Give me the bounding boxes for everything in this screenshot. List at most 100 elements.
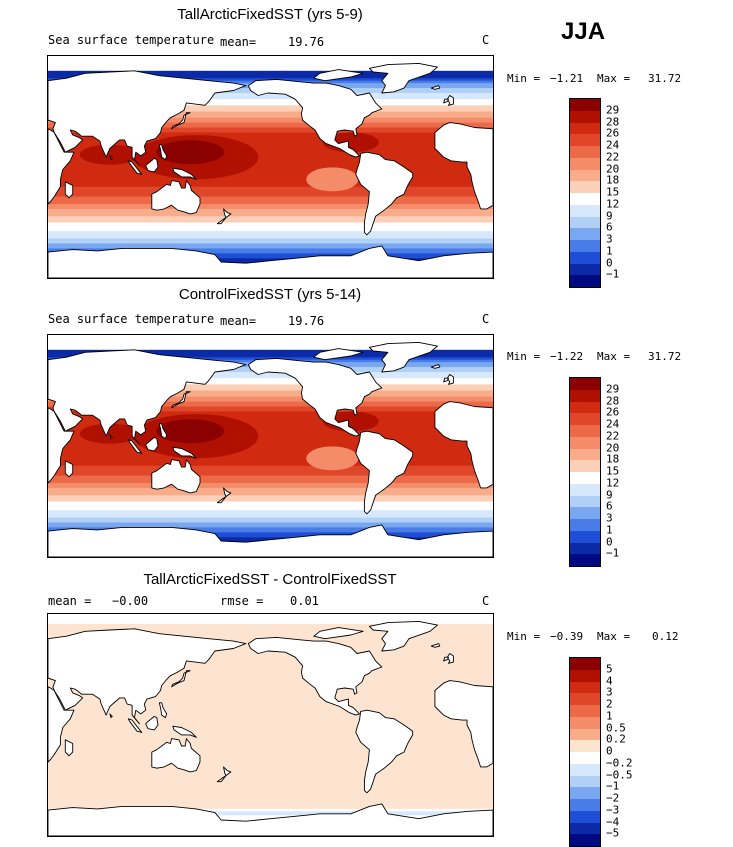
colorbar-label: −0.5 <box>606 768 633 781</box>
colorbar-swatch <box>570 716 600 729</box>
season-label: JJA <box>561 18 606 45</box>
colorbar-label: 18 <box>606 452 620 466</box>
colorbar-label: 15 <box>606 185 620 199</box>
colorbar-label: 6 <box>606 220 613 234</box>
colorbar-swatch <box>570 216 600 229</box>
panel-3-colorbar <box>569 657 601 847</box>
colorbar-label: 24 <box>606 417 620 431</box>
panel-3-map <box>47 613 494 837</box>
panel-2-units: C <box>482 312 490 326</box>
panel-2-mean-label: mean= <box>220 314 257 328</box>
colorbar-swatch <box>570 251 600 264</box>
colorbar-label: −0.2 <box>606 756 633 770</box>
colorbar-label: −4 <box>606 815 620 828</box>
panel-2-title: ControlFixedSST (yrs 5-14) <box>178 286 362 303</box>
colorbar-swatch <box>570 275 600 287</box>
colorbar-swatch <box>570 240 600 252</box>
colorbar-swatch <box>570 401 600 414</box>
colorbar-label: 24 <box>606 138 620 152</box>
colorbar-label: 3 <box>606 685 613 699</box>
colorbar-label: 0.2 <box>606 732 626 746</box>
colorbar-swatch <box>570 752 600 764</box>
colorbar-swatch <box>570 542 600 555</box>
colorbar-swatch <box>570 554 600 566</box>
colorbar-swatch <box>570 530 600 543</box>
colorbar-swatch <box>570 378 600 390</box>
colorbar-label: 22 <box>606 150 620 164</box>
colorbar-swatch <box>570 169 600 182</box>
panel-3-rmse-label: rmse = <box>220 594 264 608</box>
colorbar-swatch <box>570 460 600 472</box>
colorbar-swatch <box>570 122 600 135</box>
panel-3-title: TallArcticFixedSST - ControlFixedSST <box>143 571 397 588</box>
colorbar-swatch <box>570 775 600 788</box>
colorbar-label: 1 <box>606 523 613 537</box>
panel-1-field-label: Sea surface temperature <box>48 33 215 47</box>
panel-2-map <box>47 334 494 558</box>
colorbar-swatch <box>570 483 600 496</box>
colorbar-label: −1 <box>606 779 620 793</box>
panel-2-min-value: −1.22 <box>550 350 584 363</box>
colorbar-label: 2 <box>606 697 613 711</box>
colorbar-swatch <box>570 495 600 508</box>
colorbar-label: 20 <box>606 441 620 454</box>
colorbar-swatch <box>570 787 600 799</box>
colorbar-swatch <box>570 181 600 193</box>
panel-3-rmse-value: 0.01 <box>290 594 319 608</box>
colorbar-label: 28 <box>606 394 620 407</box>
colorbar-label: −2 <box>606 791 620 805</box>
panel-1-min-label: Min = <box>507 72 541 85</box>
panel-3-min-label: Min = <box>507 630 541 643</box>
colorbar-swatch <box>570 99 600 111</box>
colorbar-label: −5 <box>606 826 620 840</box>
colorbar-label: 0 <box>606 535 613 548</box>
colorbar-label: 0 <box>606 256 613 269</box>
colorbar-label: 0 <box>606 744 613 758</box>
colorbar-swatch <box>570 413 600 425</box>
colorbar-swatch <box>570 263 600 276</box>
colorbar-label: −3 <box>606 803 620 817</box>
colorbar-label: 5 <box>606 662 613 676</box>
panel-1-mean-label: mean= <box>220 35 257 49</box>
colorbar-swatch <box>570 810 600 823</box>
panel-1-mean-value: 19.76 <box>288 35 325 49</box>
colorbar-label: 9 <box>606 209 613 222</box>
colorbar-label: 12 <box>606 476 620 490</box>
colorbar-label: 15 <box>606 464 620 478</box>
panel-2-min-label: Min = <box>507 350 541 363</box>
colorbar-label: −1 <box>606 267 620 281</box>
colorbar-swatch <box>570 507 600 519</box>
colorbar-swatch <box>570 822 600 835</box>
colorbar-swatch <box>570 228 600 240</box>
colorbar-swatch <box>570 658 600 670</box>
colorbar-swatch <box>570 157 600 170</box>
colorbar-label: 22 <box>606 429 620 443</box>
colorbar-swatch <box>570 146 600 158</box>
panel-2-mean-value: 19.76 <box>288 314 325 328</box>
panel-2-max-value: 31.72 <box>648 350 682 363</box>
colorbar-swatch <box>570 728 600 741</box>
colorbar-label: 9 <box>606 488 613 501</box>
colorbar-label: 12 <box>606 197 620 211</box>
colorbar-swatch <box>570 681 600 694</box>
colorbar-swatch <box>570 763 600 776</box>
colorbar-label: 26 <box>606 405 620 419</box>
panel-1-colorbar <box>569 98 601 288</box>
colorbar-label: 3 <box>606 232 613 246</box>
colorbar-swatch <box>570 669 600 682</box>
colorbar-swatch <box>570 472 600 484</box>
colorbar-label: 1 <box>606 709 613 723</box>
colorbar-label: 0.5 <box>606 721 626 734</box>
panel-1-max-label: Max = <box>597 72 631 85</box>
colorbar-label: 26 <box>606 126 620 140</box>
colorbar-label: 18 <box>606 173 620 187</box>
panel-1-title: TallArcticFixedSST (yrs 5-9) <box>177 6 363 23</box>
panel-3-mean-value: −0.00 <box>112 594 149 608</box>
colorbar-label: 29 <box>606 382 620 396</box>
colorbar-swatch <box>570 519 600 531</box>
colorbar-label: 3 <box>606 511 613 525</box>
panel-2-field-label: Sea surface temperature <box>48 312 215 326</box>
colorbar-label: 28 <box>606 115 620 128</box>
colorbar-label: 4 <box>606 674 613 687</box>
colorbar-swatch <box>570 110 600 123</box>
